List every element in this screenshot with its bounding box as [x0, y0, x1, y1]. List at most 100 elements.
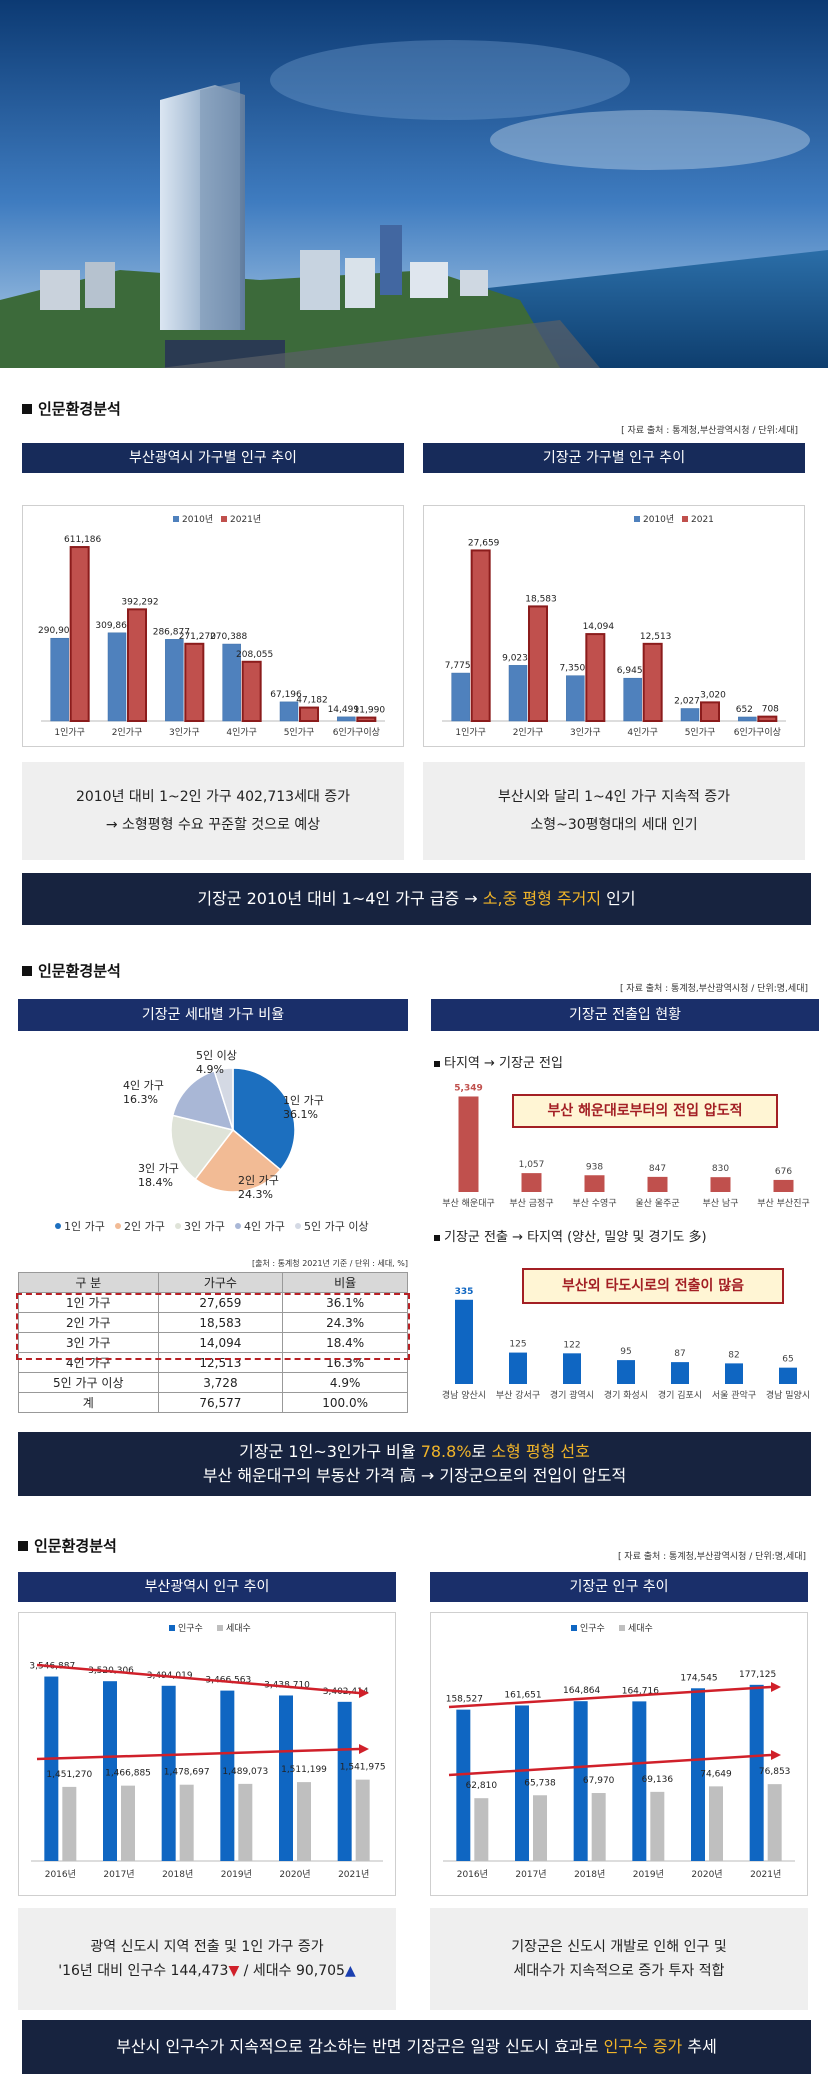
bar: [584, 1175, 605, 1192]
bar: [680, 708, 700, 722]
x-tick-label: 울산 울주군: [635, 1198, 679, 1209]
bar: [337, 716, 356, 722]
bar: [521, 1173, 542, 1192]
legend-label: 3인 가구: [184, 1220, 225, 1233]
legend-swatch: [217, 1625, 223, 1631]
bar: [356, 716, 377, 723]
outflow-callout: 부산외 타도시로의 전출이 많음: [522, 1268, 784, 1304]
bar: [241, 660, 262, 722]
x-tick-label: 2016년: [45, 1869, 76, 1880]
data-label: 7,775: [445, 661, 471, 671]
table-header-cell: 구 분: [18, 1272, 159, 1293]
pie-slice: [232, 1067, 296, 1171]
data-label: 67,970: [583, 1776, 615, 1786]
x-tick-label: 6인가구이상: [734, 727, 781, 738]
x-tick-label: 5인가구: [284, 727, 315, 738]
table-row: 계 76,577 100.0%: [18, 1392, 408, 1413]
data-label: 125: [509, 1340, 526, 1350]
x-tick-label: 2020년: [279, 1869, 310, 1880]
table-header-cell: 비율: [282, 1272, 408, 1293]
section1-left-header: 부산광역시 가구별 인구 추이: [22, 443, 404, 473]
bar: [103, 1681, 117, 1861]
table-cell: 24.3%: [282, 1312, 408, 1333]
data-label: 271,270: [179, 632, 216, 642]
section2-source: [ 자료 출처 : 통계청,부산광역시청 / 단위:명,세대]: [619, 984, 808, 994]
section1-source: [ 자료 출처 : 통계청,부산광역시청 / 단위:세대]: [621, 426, 798, 436]
legend-swatch: [175, 1223, 181, 1229]
bar: [238, 1783, 253, 1861]
bar: [474, 1798, 489, 1861]
pie-value-label: 24.3%: [238, 1188, 273, 1201]
trend-arrow-head-icon: [771, 1682, 781, 1692]
x-tick-label: 부산 남구: [703, 1198, 739, 1209]
section1-banner: 기장군 2010년 대비 1~4인 가구 급증 → 소,중 평형 주거지 인기: [22, 873, 811, 925]
bar: [767, 1784, 782, 1861]
section2-banner-highlight-2: 소형 평형 선호: [491, 1442, 590, 1461]
bar: [299, 706, 319, 722]
bar: [623, 677, 642, 722]
trend-arrow-line: [36, 1747, 360, 1761]
legend-label: 2010년: [182, 514, 213, 525]
data-label: 830: [712, 1164, 729, 1174]
highlight-dashed-box: [16, 1293, 410, 1360]
x-tick-label: 2020년: [691, 1869, 722, 1880]
trend-arrow-head-icon: [771, 1750, 781, 1760]
pie-value-label: 18.4%: [138, 1176, 173, 1189]
busan-household-chart-svg: 2010년 2021년 290,902 611,186 1인가구 309,863 392,2…: [38, 514, 385, 738]
bar: [456, 1709, 471, 1861]
legend-label: 4인 가구: [244, 1220, 285, 1233]
x-tick-label: 2019년: [633, 1869, 664, 1880]
trend-arrow-line: [448, 1753, 772, 1777]
x-tick-label: 3인가구: [570, 727, 601, 738]
x-tick-label: 서울 관악구: [712, 1389, 756, 1401]
gijang-household-chart: 2010년 2021 7,775 27,659 1인가구 9,023 18,583 2인가구 7…: [423, 505, 805, 747]
data-label: 676: [775, 1167, 792, 1177]
table-cell: 14,094: [157, 1332, 284, 1353]
bar: [470, 549, 491, 722]
section3-right-note-line2: 세대수가 지속적으로 증가 투자 적합: [513, 1963, 725, 1979]
trend-arrow-line: [36, 1663, 360, 1695]
section2-banner: 기장군 1인~3인가구 비율 78.8%로 소형 평형 선호 부산 해운대구의 …: [18, 1432, 811, 1496]
data-label: 164,716: [622, 1686, 659, 1696]
bar: [650, 1791, 665, 1861]
legend-label: 세대수: [226, 1623, 251, 1634]
increase-arrow-icon: ▲: [344, 1963, 356, 1979]
data-label: 69,136: [642, 1775, 674, 1785]
data-label: 3,438,710: [264, 1680, 310, 1690]
bar: [222, 643, 241, 722]
pie-slice-label: 4인 가구: [123, 1079, 164, 1092]
data-label: 174,545: [680, 1673, 717, 1683]
x-tick-label: 2018년: [162, 1869, 193, 1880]
section2-left-header: 기장군 세대별 가구 비율: [18, 999, 408, 1031]
bar: [355, 1779, 370, 1861]
data-label: 208,055: [236, 650, 273, 660]
legend-label: 2010년: [643, 514, 674, 525]
data-label: 74,649: [700, 1769, 732, 1779]
legend-label: 인구수: [178, 1623, 203, 1634]
x-tick-label: 부산 부산진구: [757, 1198, 810, 1209]
bar: [533, 1795, 547, 1861]
busan-population-chart-svg: 인구수세대수3,546,8871,451,2702016년3,520,3061,…: [29, 1623, 385, 1880]
bar: [779, 1367, 797, 1384]
data-label: 1,478,697: [164, 1768, 210, 1778]
bar: [710, 1177, 731, 1192]
bar: [515, 1705, 529, 1861]
x-tick-label: 부산 강서구: [496, 1390, 540, 1401]
data-label: 1,451,270: [46, 1770, 92, 1780]
section3-right-note-line1: 기장군은 신도시 개발로 인해 인구 및: [511, 1939, 727, 1955]
section3-left-note-text-a: '16년 대비 인구수 144,473: [58, 1963, 229, 1979]
section1-banner-text-a: 기장군 2010년 대비 1~4인 가구 급증 →: [197, 889, 483, 908]
x-tick-label: 5인가구: [685, 727, 716, 738]
section2-title-text: 인문환경분석: [38, 962, 121, 980]
section1-right-note: 부산시와 달리 1~4인 가구 지속적 증가 소형~30평형대의 세대 인기: [423, 762, 805, 860]
data-label: 938: [586, 1162, 603, 1172]
table-row: 3인 가구 14,094 18.4%: [18, 1332, 408, 1353]
bar: [458, 1096, 479, 1192]
data-label: 62,810: [466, 1781, 498, 1791]
legend-label: 2인 가구: [124, 1220, 165, 1233]
x-tick-label: 3인가구: [169, 727, 200, 738]
data-label: 847: [649, 1164, 666, 1174]
busan-household-chart: 2010년 2021년 290,902 611,186 1인가구 309,863 392,2…: [22, 505, 404, 747]
section1-left-note-line1: 2010년 대비 1~2인 가구 402,713세대 증가: [75, 789, 351, 805]
